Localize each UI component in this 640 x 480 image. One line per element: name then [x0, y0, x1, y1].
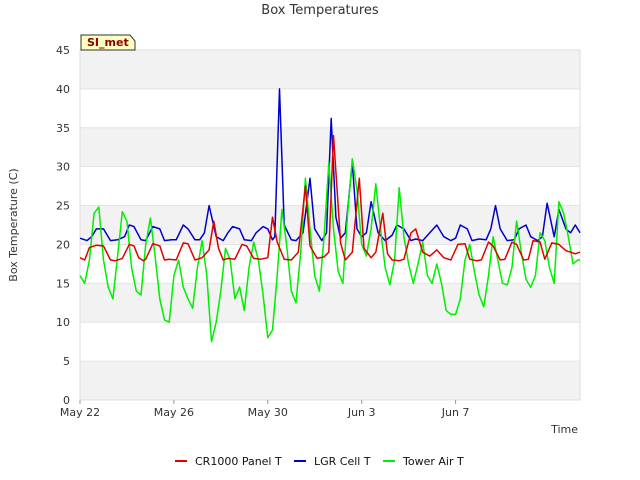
legend-item: CR1000 Panel T — [175, 455, 282, 468]
y-tick-label: 20 — [56, 238, 70, 251]
y-tick-label: 35 — [56, 122, 70, 135]
y-tick-label: 5 — [63, 355, 70, 368]
y-tick-label: 45 — [56, 44, 70, 57]
plot-area — [79, 49, 581, 401]
y-tick-label: 10 — [56, 316, 70, 329]
y-tick-label: 40 — [56, 83, 70, 96]
x-tick-label: Jun 7 — [441, 406, 470, 419]
y-tick-label: 15 — [56, 277, 70, 290]
series-layer — [79, 88, 581, 343]
legend-item: LGR Cell T — [294, 455, 371, 468]
y-tick-label: 0 — [63, 394, 70, 407]
x-axis: May 22 May 26 May 30 Jun 3 Jun 7 — [60, 400, 470, 419]
legend-label: LGR Cell T — [314, 455, 371, 468]
x-tick-label: May 30 — [248, 406, 288, 419]
legend-label: CR1000 Panel T — [195, 455, 282, 468]
grid-band — [80, 361, 580, 400]
y-tick-label: 25 — [56, 200, 70, 213]
x-axis-title: Time — [550, 423, 578, 436]
x-tick-label: Jun 3 — [347, 406, 376, 419]
site-badge-label: SI_met — [87, 36, 129, 49]
y-axis: 0 5 10 15 20 25 30 35 40 45 — [56, 44, 70, 407]
y-axis-title: Box Temperature (C) — [7, 168, 20, 281]
y-tick-label: 30 — [56, 161, 70, 174]
site-badge: SI_met — [80, 34, 136, 51]
x-tick-label: May 22 — [60, 406, 100, 419]
x-tick-label: May 26 — [154, 406, 194, 419]
legend-item: Tower Air T — [383, 455, 464, 468]
series-line-cr1000-panel-t — [79, 134, 581, 262]
grid-band — [80, 50, 580, 89]
series-line-lgr-cell-t — [79, 88, 581, 242]
legend: CR1000 Panel T LGR Cell T Tower Air T — [175, 455, 464, 468]
grid-band — [80, 283, 580, 323]
chart-title: Box Temperatures — [261, 3, 379, 18]
legend-label: Tower Air T — [402, 455, 464, 468]
